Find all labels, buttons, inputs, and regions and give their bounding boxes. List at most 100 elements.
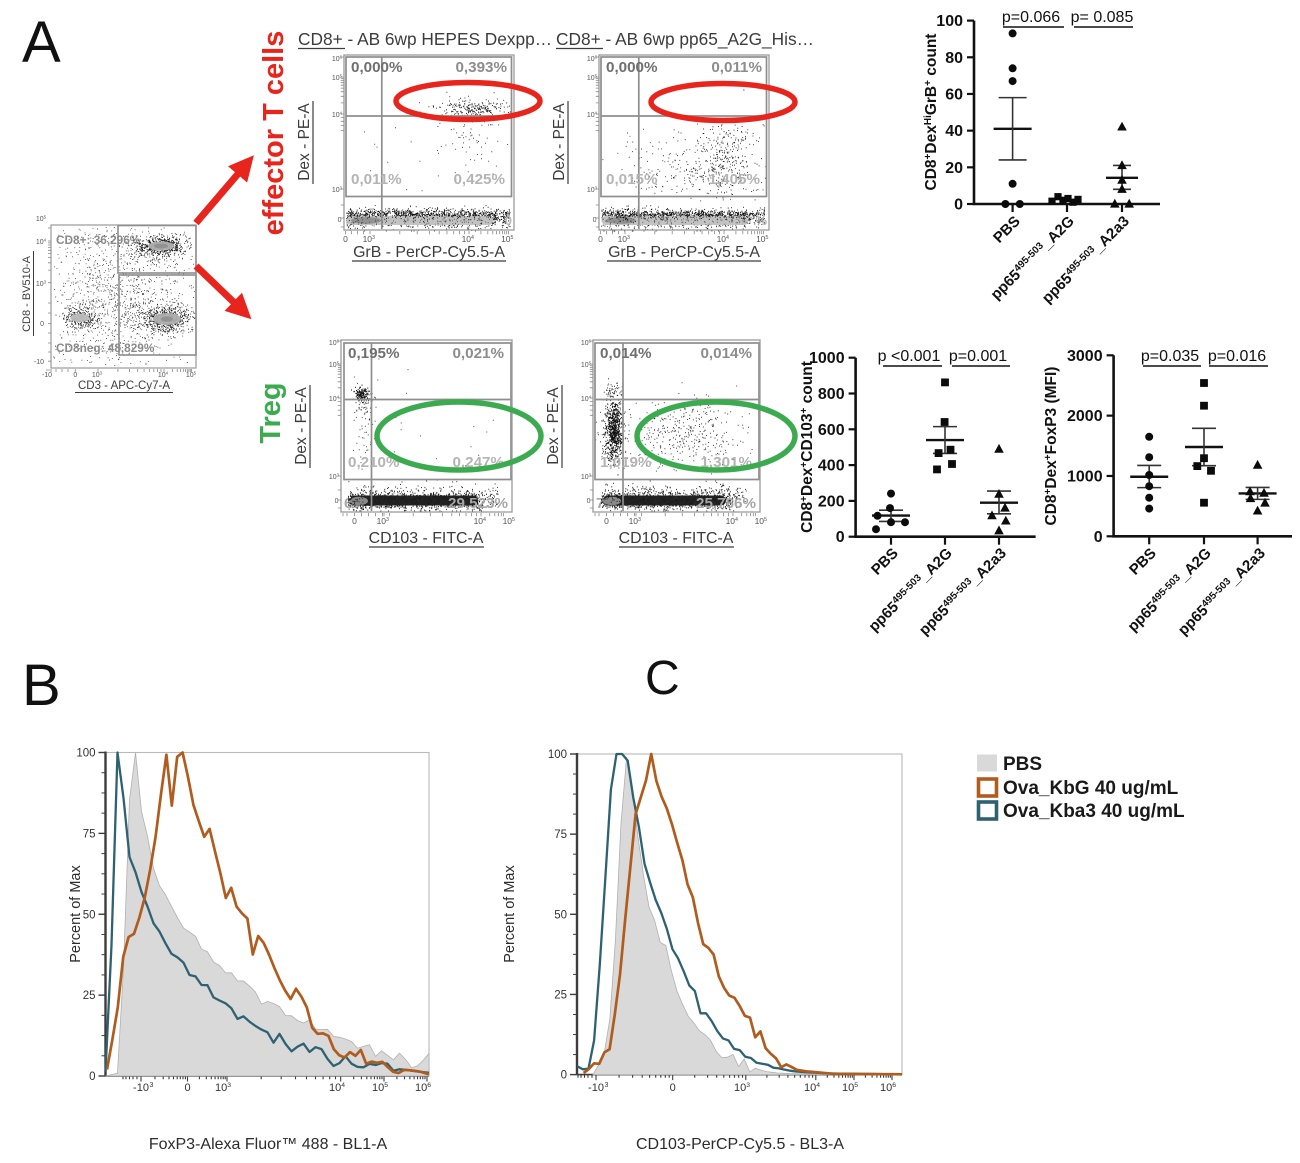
svg-text:0: 0 xyxy=(561,1070,567,1082)
svg-text:1000: 1000 xyxy=(1067,468,1103,485)
svg-text:-10: -10 xyxy=(42,372,52,379)
svg-text:400: 400 xyxy=(818,458,845,475)
svg-text:104: 104 xyxy=(581,394,592,403)
svg-text:0: 0 xyxy=(40,321,44,328)
svg-text:0,393%: 0,393% xyxy=(455,59,507,76)
svg-text:75: 75 xyxy=(554,829,567,841)
svg-text:600: 600 xyxy=(818,422,845,439)
svg-text:Dex - PE-A: Dex - PE-A xyxy=(296,103,313,181)
svg-text:CD8+: 36,296%: CD8+: 36,296% xyxy=(56,233,141,247)
svg-text:0: 0 xyxy=(836,529,845,546)
svg-text:GrB - PerCP-Cy5.5-A: GrB - PerCP-Cy5.5-A xyxy=(608,244,760,261)
svg-text:0: 0 xyxy=(184,1082,190,1094)
svg-text:20: 20 xyxy=(945,160,963,177)
svg-text:FoxP3-Alexa Fluor™ 488 - BL1-A: FoxP3-Alexa Fluor™ 488 - BL1-A xyxy=(149,1136,388,1153)
svg-text:104: 104 xyxy=(717,234,729,244)
svg-text:103: 103 xyxy=(329,472,340,481)
svg-text:106: 106 xyxy=(880,1082,896,1094)
svg-text:CD8+Dex+FoxP3 (MFI): CD8+Dex+FoxP3 (MFI) xyxy=(1043,367,1060,526)
svg-text:-10: -10 xyxy=(588,1082,604,1094)
svg-text:103: 103 xyxy=(363,234,375,244)
svg-text:0: 0 xyxy=(593,217,597,224)
svg-text:CD8+ - AB 6wp HEPES Dexpp…: CD8+ - AB 6wp HEPES Dexpp… xyxy=(298,29,552,49)
svg-text:104: 104 xyxy=(329,394,340,403)
svg-text:80: 80 xyxy=(945,50,963,67)
svg-text:effector T cells: effector T cells xyxy=(258,31,290,236)
svg-text:103: 103 xyxy=(215,1082,231,1094)
svg-text:0: 0 xyxy=(335,498,339,505)
svg-text:0: 0 xyxy=(670,1082,676,1094)
svg-text:0: 0 xyxy=(352,516,357,526)
svg-text:0,011%: 0,011% xyxy=(351,171,402,188)
svg-text:2000: 2000 xyxy=(1067,408,1103,425)
svg-text:1000: 1000 xyxy=(809,350,845,367)
svg-text:CD103-PerCP-Cy5.5 - BL3-A: CD103-PerCP-Cy5.5 - BL3-A xyxy=(636,1136,844,1153)
svg-text:0: 0 xyxy=(343,234,348,244)
svg-text:106: 106 xyxy=(587,54,598,63)
svg-text:105: 105 xyxy=(842,1082,858,1094)
svg-text:29,523%: 29,523% xyxy=(448,495,508,512)
svg-text:Dex - PE-A: Dex - PE-A xyxy=(545,387,562,465)
svg-text:p=0.066: p=0.066 xyxy=(1002,9,1060,26)
svg-text:p=0.016: p=0.016 xyxy=(1208,348,1266,365)
svg-text:105: 105 xyxy=(372,1082,388,1094)
svg-text:0: 0 xyxy=(587,498,591,505)
svg-text:103: 103 xyxy=(92,370,103,379)
svg-text:3000: 3000 xyxy=(1067,348,1103,365)
svg-text:103: 103 xyxy=(581,472,592,481)
svg-text:106: 106 xyxy=(329,338,340,347)
svg-text:800: 800 xyxy=(818,386,845,403)
svg-text:100: 100 xyxy=(548,749,567,761)
svg-text:CD103 - FITC-A: CD103 - FITC-A xyxy=(619,530,734,547)
svg-text:104: 104 xyxy=(474,516,486,526)
svg-text:-10: -10 xyxy=(133,1082,149,1094)
svg-text:0,425%: 0,425% xyxy=(453,171,505,188)
svg-text:105: 105 xyxy=(503,516,515,526)
svg-text:CD8neg: 48,829%: CD8neg: 48,829% xyxy=(56,341,155,355)
svg-text:A: A xyxy=(22,10,61,75)
svg-text:104: 104 xyxy=(329,1082,345,1094)
svg-text:CD8+Dex+CD103+ count: CD8+Dex+CD103+ count xyxy=(799,361,816,533)
svg-text:0: 0 xyxy=(954,197,963,214)
svg-text:GrB - PerCP-Cy5.5-A: GrB - PerCP-Cy5.5-A xyxy=(353,244,505,261)
svg-text:1,019%: 1,019% xyxy=(600,454,652,471)
svg-text:25,766%: 25,766% xyxy=(696,495,756,512)
svg-text:0,195%: 0,195% xyxy=(348,345,400,362)
svg-text:103: 103 xyxy=(734,1082,750,1094)
svg-text:p= 0.085: p= 0.085 xyxy=(1071,9,1134,26)
svg-text:0,014%: 0,014% xyxy=(700,345,752,362)
svg-text:25: 25 xyxy=(554,989,567,1001)
svg-text:105: 105 xyxy=(186,370,197,379)
svg-text:50: 50 xyxy=(554,909,567,921)
svg-text:50: 50 xyxy=(83,909,96,921)
svg-text:100: 100 xyxy=(936,13,963,30)
svg-text:%: % xyxy=(755,213,767,228)
svg-text:0: 0 xyxy=(89,1071,95,1083)
svg-text:0: 0 xyxy=(604,516,609,526)
svg-text:0,021%: 0,021% xyxy=(452,345,504,362)
svg-text:p=0.035: p=0.035 xyxy=(1141,348,1199,365)
svg-text:40: 40 xyxy=(945,123,963,140)
svg-text:CD3 - APC-Cy7-A: CD3 - APC-Cy7-A xyxy=(78,380,170,392)
svg-text:Treg: Treg xyxy=(255,382,287,443)
svg-text:104: 104 xyxy=(726,516,738,526)
svg-text:0: 0 xyxy=(505,213,512,228)
svg-text:PBS: PBS xyxy=(1003,754,1042,775)
svg-text:103: 103 xyxy=(332,185,343,194)
svg-text:CD8+ - AB 6wp pp65_A2G_His…: CD8+ - AB 6wp pp65_A2G_His… xyxy=(556,29,814,49)
svg-text:104: 104 xyxy=(332,110,343,119)
svg-text:0: 0 xyxy=(1094,529,1103,546)
svg-text:0: 0 xyxy=(73,372,77,379)
svg-text:104: 104 xyxy=(462,234,474,244)
svg-text:Percent of Max: Percent of Max xyxy=(502,864,518,962)
svg-text:105: 105 xyxy=(501,234,513,244)
svg-text:60: 60 xyxy=(945,86,963,103)
svg-text:106: 106 xyxy=(332,54,343,63)
svg-text:Dex - PE-A: Dex - PE-A xyxy=(551,103,568,181)
svg-text:105: 105 xyxy=(329,360,340,369)
svg-text:104: 104 xyxy=(804,1082,820,1094)
svg-text:0,000%: 0,000% xyxy=(351,59,403,76)
svg-text:0: 0 xyxy=(338,217,342,224)
svg-text:C: C xyxy=(645,652,680,705)
svg-text:103: 103 xyxy=(587,185,598,194)
